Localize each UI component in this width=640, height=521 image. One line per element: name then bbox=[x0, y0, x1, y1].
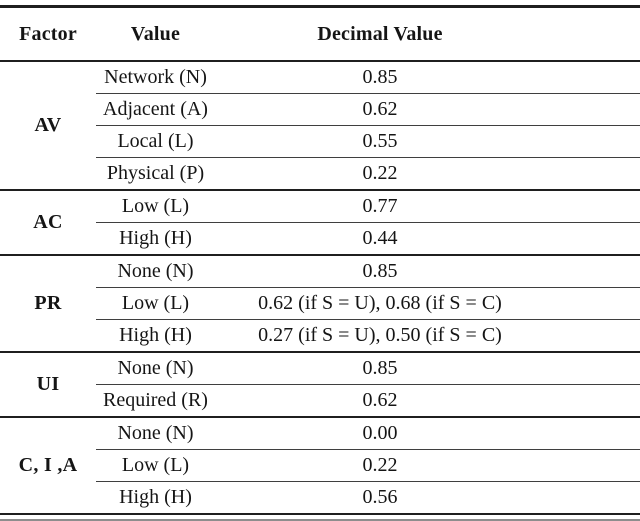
table-row: Local (L) 0.55 bbox=[0, 125, 640, 158]
decimal-value-cell: 0.44 bbox=[215, 222, 640, 256]
table-row: C, I ,A None (N) 0.00 bbox=[0, 417, 640, 515]
decimal-value-cell: 0.77 bbox=[362, 195, 398, 217]
decimal-value-cell: 0.62 bbox=[215, 384, 640, 418]
decimal-value-cell: 0.22 bbox=[215, 157, 640, 191]
decimal-value-cell: 0.62 (if S = U), 0.68 (if S = C) bbox=[215, 287, 640, 320]
table-row: AV Network (N) 0.85 bbox=[0, 61, 640, 191]
value-cell: High (H) bbox=[96, 319, 215, 353]
value-cell: None (N) bbox=[117, 357, 194, 379]
table-row: High (H) 0.44 bbox=[0, 222, 640, 256]
value-cell: Required (R) bbox=[96, 384, 215, 418]
factor-cell: UI bbox=[0, 352, 96, 418]
decimal-value-cell: 0.27 (if S = U), 0.50 (if S = C) bbox=[215, 319, 640, 353]
table-row: Adjacent (A) 0.62 bbox=[0, 93, 640, 126]
table-row: UI None (N) 0.85 bbox=[0, 352, 640, 418]
factor-cell: AC bbox=[0, 190, 96, 256]
value-cell: None (N) bbox=[117, 422, 194, 444]
table-header: Factor Value Decimal Value bbox=[0, 6, 640, 62]
value-cell: Network (N) bbox=[104, 66, 207, 88]
decimal-value-cell: 0.00 bbox=[362, 422, 398, 444]
column-header-factor: Factor bbox=[0, 6, 96, 62]
table-row: Physical (P) 0.22 bbox=[0, 157, 640, 191]
table-body: AV Network (N) 0.85 Adjacent (A) 0.62 Local (… bbox=[0, 61, 640, 515]
column-header-value: Value bbox=[96, 6, 215, 62]
table-row: Low (L) 0.62 (if S = U), 0.68 (if S = C) bbox=[0, 287, 640, 320]
table-row: Required (R) 0.62 bbox=[0, 384, 640, 418]
table-row: PR None (N) 0.85 bbox=[0, 255, 640, 353]
table-row: High (H) 0.56 bbox=[0, 481, 640, 515]
column-header-decimal-value: Decimal Value bbox=[215, 6, 640, 62]
value-cell: None (N) bbox=[117, 260, 194, 282]
paper-table-figure: Factor Value Decimal Value AV Network (N)… bbox=[0, 5, 640, 521]
table-row: AC Low (L) 0.77 bbox=[0, 190, 640, 256]
decimal-value-cell: 0.56 bbox=[215, 481, 640, 515]
value-cell: Low (L) bbox=[96, 287, 215, 320]
table-row: Low (L) 0.22 bbox=[0, 449, 640, 482]
header-row: Factor Value Decimal Value bbox=[0, 6, 640, 62]
cvss-metrics-table: Factor Value Decimal Value AV Network (N)… bbox=[0, 5, 640, 515]
value-cell: High (H) bbox=[96, 481, 215, 515]
decimal-value-cell: 0.85 bbox=[362, 66, 398, 88]
table-row: High (H) 0.27 (if S = U), 0.50 (if S = C) bbox=[0, 319, 640, 353]
value-cell: Adjacent (A) bbox=[96, 93, 215, 126]
factor-cell: AV bbox=[0, 61, 96, 191]
decimal-value-cell: 0.55 bbox=[215, 125, 640, 158]
value-cell: High (H) bbox=[96, 222, 215, 256]
decimal-value-cell: 0.85 bbox=[362, 357, 398, 379]
decimal-value-cell: 0.22 bbox=[215, 449, 640, 482]
value-cell: Local (L) bbox=[96, 125, 215, 158]
value-cell: Low (L) bbox=[121, 195, 190, 217]
factor-cell: PR bbox=[0, 255, 96, 353]
bottom-rule-shadow bbox=[0, 519, 640, 521]
factor-cell: C, I ,A bbox=[0, 417, 96, 515]
decimal-value-cell: 0.85 bbox=[362, 260, 398, 282]
value-cell: Low (L) bbox=[96, 449, 215, 482]
value-cell: Physical (P) bbox=[96, 157, 215, 191]
decimal-value-cell: 0.62 bbox=[215, 93, 640, 126]
